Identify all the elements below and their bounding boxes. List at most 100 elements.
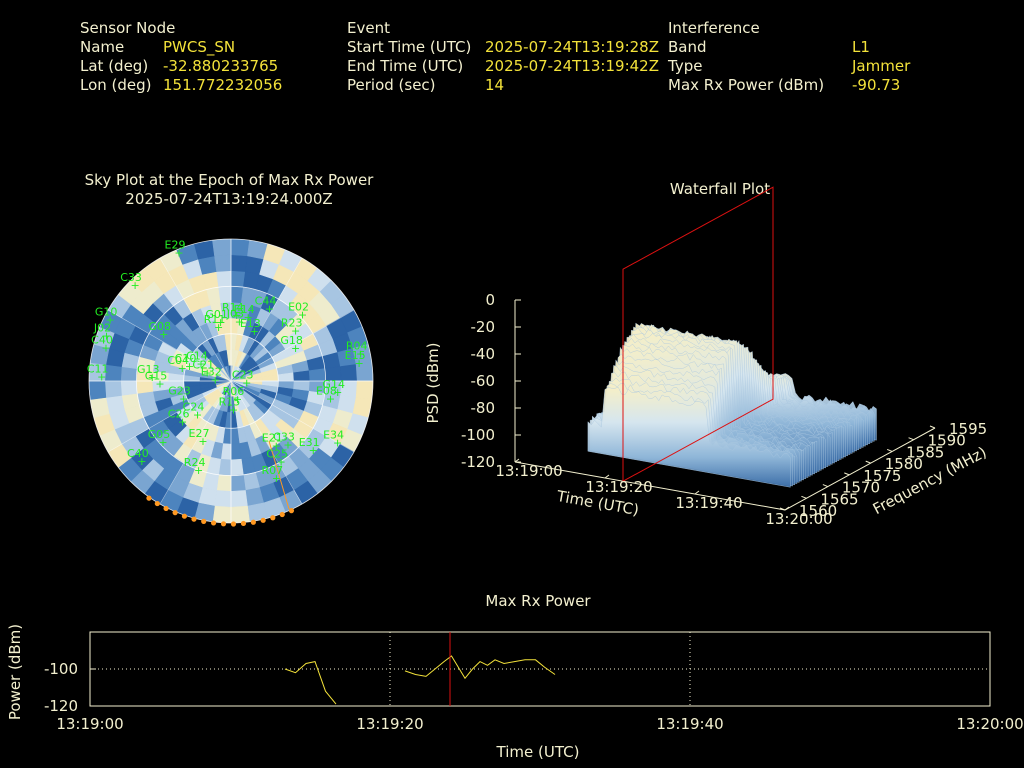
skyplot-satellite-point: + bbox=[196, 358, 205, 371]
waterfall-frequency-tick-label: 1570 bbox=[842, 479, 880, 497]
event-start-value: 2025-07-24T13:19:28Z bbox=[485, 38, 659, 56]
skyplot-satellite-label: C44 bbox=[255, 295, 277, 308]
skyplot-satellite-point: + bbox=[102, 330, 111, 343]
skyplot-satellite-point: + bbox=[355, 357, 364, 370]
maxpower-y-label: Power (dBm) bbox=[6, 624, 24, 720]
skyplot-satellite-label: E02 bbox=[288, 300, 309, 313]
skyplot-title: Sky Plot at the Epoch of Max Rx Power bbox=[84, 171, 374, 189]
waterfall-psd-tick-label: -80 bbox=[471, 399, 496, 417]
waterfall-title: Waterfall Plot bbox=[669, 180, 771, 198]
skyplot-satellite-label: E34 bbox=[323, 429, 344, 442]
skyplot-satellite-label: C23 bbox=[232, 368, 254, 381]
waterfall-frequency-tick bbox=[779, 507, 786, 511]
skyplot-bearing-line bbox=[268, 440, 290, 510]
skyplot-satellite-point: + bbox=[148, 371, 157, 384]
waterfall-psd-tick-label: 0 bbox=[485, 291, 495, 309]
skyplot-grid bbox=[88, 238, 374, 524]
skyplot-horizon-marker bbox=[201, 518, 207, 524]
skyplot-satellite-point: + bbox=[198, 435, 207, 448]
skyplot-satellite-label: C04 bbox=[167, 354, 189, 367]
skyplot-satellite-point: + bbox=[194, 464, 203, 477]
waterfall-frequency-tick-label: 1585 bbox=[906, 443, 944, 461]
skyplot-satellite-label: C21 bbox=[192, 358, 214, 371]
skyplot-satellite-point: + bbox=[272, 472, 281, 485]
waterfall-frequency-axis bbox=[784, 427, 936, 511]
skyplot-satellite-point: + bbox=[203, 366, 212, 379]
waterfall-axes bbox=[514, 299, 936, 511]
waterfall-psd-label: PSD (dBm) bbox=[424, 342, 442, 423]
skyplot-satellite-point: + bbox=[211, 374, 220, 387]
waterfall-frequency-tick bbox=[801, 495, 807, 499]
waterfall-cursor-plane bbox=[622, 186, 774, 483]
skyplot-satellite-label: R11 bbox=[204, 313, 226, 326]
waterfall-spectrum-slice bbox=[587, 387, 791, 488]
skyplot-satellite-point: + bbox=[193, 408, 202, 421]
skyplot-satellite-point: + bbox=[244, 311, 253, 324]
skyplot-satellite-point: + bbox=[298, 308, 307, 321]
skyplot-satellites: +E29+C33+G10+J02+C40+C11+G08 +G01+R11 +R14… bbox=[87, 238, 368, 485]
sensor-lat-label: Lat (deg) bbox=[80, 57, 149, 75]
skyplot-satellite-label: E29 bbox=[165, 238, 186, 251]
event-end-value: 2025-07-24T13:19:42Z bbox=[485, 57, 659, 75]
waterfall-cursor-outline bbox=[622, 186, 774, 483]
waterfall-frequency-tick bbox=[865, 460, 871, 464]
maxpower-series bbox=[284, 632, 556, 706]
skyplot-satellite-point: + bbox=[265, 303, 274, 316]
skyplot-cell bbox=[355, 362, 373, 382]
skyplot-satellite-label: E15 bbox=[345, 349, 366, 362]
waterfall-time-tick-label: 13:20:00 bbox=[765, 510, 832, 528]
waterfall-time-tick-label: 13:19:00 bbox=[495, 462, 562, 480]
skyplot-horizon-marker bbox=[163, 505, 169, 512]
maxpower-frame bbox=[89, 631, 991, 707]
maxpower-x-label: Time (UTC) bbox=[496, 743, 580, 761]
waterfall-psd-tick-label: -40 bbox=[471, 345, 496, 363]
skyplot-satellite-label: C14 bbox=[186, 350, 208, 363]
skyplot-satellite-point: + bbox=[105, 313, 114, 326]
interference-type-value: Jammer bbox=[852, 57, 911, 75]
skyplot-satellite-label: G14 bbox=[322, 378, 345, 391]
sensor-name-label: Name bbox=[80, 38, 125, 56]
interference-band-value: L1 bbox=[852, 38, 870, 56]
waterfall-frequency-tick bbox=[822, 484, 829, 488]
skyplot-satellite-label: E32 bbox=[201, 366, 222, 379]
skyplot-satellite-point: + bbox=[185, 360, 194, 373]
skyplot-satellite-label: G15 bbox=[145, 369, 168, 382]
sensor-name-value: PWCS_SN bbox=[163, 38, 236, 56]
skyplot-satellite-label: G08 bbox=[149, 320, 172, 333]
skyplot-satellite-point: + bbox=[333, 386, 342, 399]
event-period-value: 14 bbox=[485, 76, 505, 94]
waterfall-time-tick bbox=[784, 506, 790, 511]
waterfall-psd-tick-label: -60 bbox=[471, 372, 496, 390]
skyplot-satellite-point: + bbox=[101, 342, 110, 355]
skyplot-spoke bbox=[159, 380, 232, 505]
skyplot-satellite-point: + bbox=[178, 416, 187, 429]
skyplot-satellite-point: + bbox=[250, 325, 259, 338]
event-heading: Event bbox=[347, 19, 390, 37]
waterfall-frequency-tick-label: 1560 bbox=[799, 502, 837, 520]
waterfall-frequency-tick-label: 1575 bbox=[863, 467, 901, 485]
skyplot-satellite-point: + bbox=[179, 392, 188, 405]
skyplot-horizon-marker bbox=[240, 520, 247, 527]
skyplot-horizon-marker bbox=[230, 521, 237, 527]
skyplot-satellite-label: R07 bbox=[262, 464, 284, 477]
event-start-label: Start Time (UTC) bbox=[347, 38, 472, 56]
skyplot-satellite-label: E13 bbox=[240, 317, 261, 330]
skyplot-satellite-point: + bbox=[216, 316, 225, 329]
skyplot-horizon-marker bbox=[181, 513, 188, 519]
interference-band-label: Band bbox=[668, 38, 707, 56]
skyplot-satellite-label: C33 bbox=[273, 430, 295, 443]
maxpower-series-line bbox=[284, 661, 337, 705]
skyplot-horizon-marker bbox=[288, 508, 295, 514]
skyplot-horizon-marker bbox=[191, 516, 197, 522]
skyplot-satellite-label: R23 bbox=[281, 316, 303, 329]
skyplot-satellite-label: G05 bbox=[148, 428, 171, 441]
waterfall-psd-tick-label: -20 bbox=[471, 318, 496, 336]
skyplot-satellite-point: + bbox=[233, 393, 242, 406]
waterfall-psd-tick-label: -100 bbox=[461, 426, 495, 444]
skyplot-satellite-label: C25 bbox=[266, 447, 288, 460]
skyplot-satellite-point: + bbox=[333, 437, 342, 450]
skyplot-horizon-marker bbox=[260, 517, 266, 523]
